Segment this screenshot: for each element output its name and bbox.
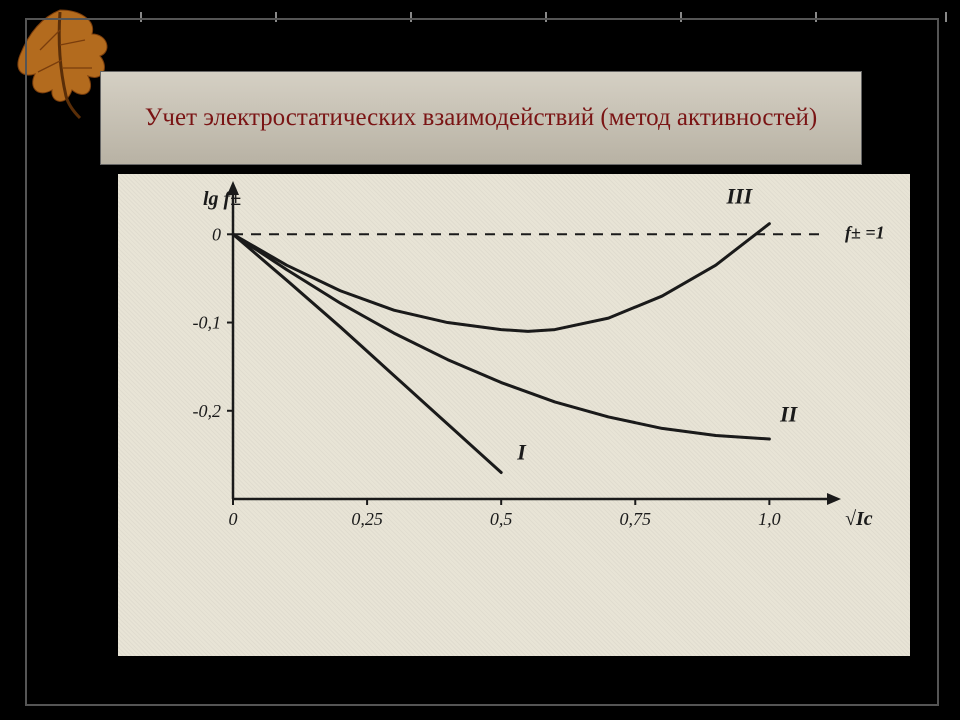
svg-text:I: I bbox=[516, 439, 527, 464]
svg-text:0,25: 0,25 bbox=[351, 509, 383, 529]
svg-text:0,5: 0,5 bbox=[490, 509, 513, 529]
svg-text:-0,1: -0,1 bbox=[193, 313, 222, 333]
svg-text:√Iс: √Iс bbox=[845, 508, 873, 530]
svg-text:0: 0 bbox=[212, 224, 221, 244]
slide-title: Учет электростатических взаимодействий (… bbox=[145, 102, 818, 133]
activity-chart: f± =10-0,1-0,200,250,50,751,0lg f±√IсIII… bbox=[118, 174, 910, 656]
svg-text:III: III bbox=[725, 183, 753, 208]
svg-text:1,0: 1,0 bbox=[758, 509, 781, 529]
svg-text:-0,2: -0,2 bbox=[193, 401, 222, 421]
svg-text:II: II bbox=[779, 401, 799, 426]
svg-text:0,75: 0,75 bbox=[620, 509, 652, 529]
svg-text:lg f±: lg f± bbox=[203, 188, 241, 210]
svg-text:f± =1: f± =1 bbox=[845, 222, 885, 242]
slide-root: Учет электростатических взаимодействий (… bbox=[0, 0, 960, 720]
title-box: Учет электростатических взаимодействий (… bbox=[100, 71, 862, 165]
chart-panel: f± =10-0,1-0,200,250,50,751,0lg f±√IсIII… bbox=[118, 174, 910, 656]
svg-text:0: 0 bbox=[229, 509, 238, 529]
